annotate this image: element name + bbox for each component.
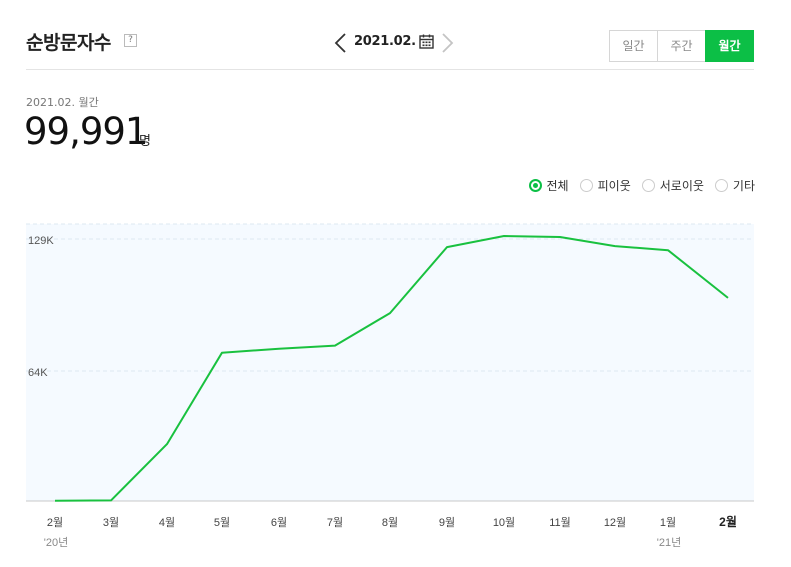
summary-value: 99,991 <box>24 110 148 153</box>
date-navigator: 2021.02. <box>332 30 462 56</box>
x-tick-label: 12월 <box>604 516 626 529</box>
tab-monthly[interactable]: 월간 <box>705 30 754 62</box>
x-tick-label: 2월 <box>47 516 63 529</box>
x-tick-label: 3월 <box>103 516 119 529</box>
x-tick-label: 8월 <box>382 516 398 529</box>
radio-icon <box>579 179 593 192</box>
x-tick-label: 11월 <box>549 516 571 529</box>
x-tick-label: 10월 <box>493 516 515 529</box>
header: 순방문자수 ? 2021.02. 일간 주간 월간 <box>26 22 754 70</box>
x-tick-label: 7월 <box>327 516 343 529</box>
current-date: 2021.02. <box>354 34 416 49</box>
calendar-icon[interactable] <box>419 34 434 49</box>
plot-area <box>26 224 754 501</box>
tab-weekly[interactable]: 주간 <box>657 30 706 62</box>
x-tick-label: 6월 <box>271 516 287 529</box>
summary-date: 2021.02. 월간 <box>26 96 99 109</box>
series-line-total <box>54 235 729 502</box>
legend-item-neighbor[interactable]: 피이웃 <box>579 177 631 194</box>
x-tick-label: 5월 <box>214 516 230 529</box>
period-tabs: 일간 주간 월간 <box>609 30 754 62</box>
y-tick-label: 64K <box>28 367 48 379</box>
x-year-label: '21년 <box>657 536 681 549</box>
legend-label: 서로이웃 <box>659 179 704 193</box>
chevron-left-icon[interactable] <box>332 32 350 54</box>
page-title: 순방문자수 <box>26 32 111 54</box>
x-tick-label: 1월 <box>660 516 676 529</box>
legend-label: 전체 <box>546 179 569 193</box>
summary-unit: 명 <box>139 134 151 149</box>
legend: 전체 피이웃 서로이웃 기타 <box>518 177 755 194</box>
legend-item-other[interactable]: 기타 <box>714 177 755 194</box>
radio-icon <box>528 179 542 192</box>
radio-icon <box>641 179 655 192</box>
x-tick-label: 9월 <box>439 516 455 529</box>
help-icon[interactable]: ? <box>124 34 137 47</box>
y-tick-label: 129K <box>28 235 54 247</box>
legend-item-mutual-neighbor[interactable]: 서로이웃 <box>641 177 704 194</box>
x-tick-label: 4월 <box>159 516 175 529</box>
visitors-line-chart: 64K 129K 2월 3월 4월 5월 6월 7월 8월 9월 10월 11월 12월 1월 2월 '20년… <box>26 223 754 549</box>
legend-label: 기타 <box>732 179 755 193</box>
radio-icon <box>714 179 728 192</box>
legend-label: 피이웃 <box>597 179 631 193</box>
x-tick-label: 2월 <box>719 514 737 529</box>
x-year-label: '20년 <box>44 536 68 549</box>
chevron-right-icon[interactable] <box>438 32 456 54</box>
legend-item-all[interactable]: 전체 <box>528 177 569 194</box>
tab-daily[interactable]: 일간 <box>609 30 658 62</box>
